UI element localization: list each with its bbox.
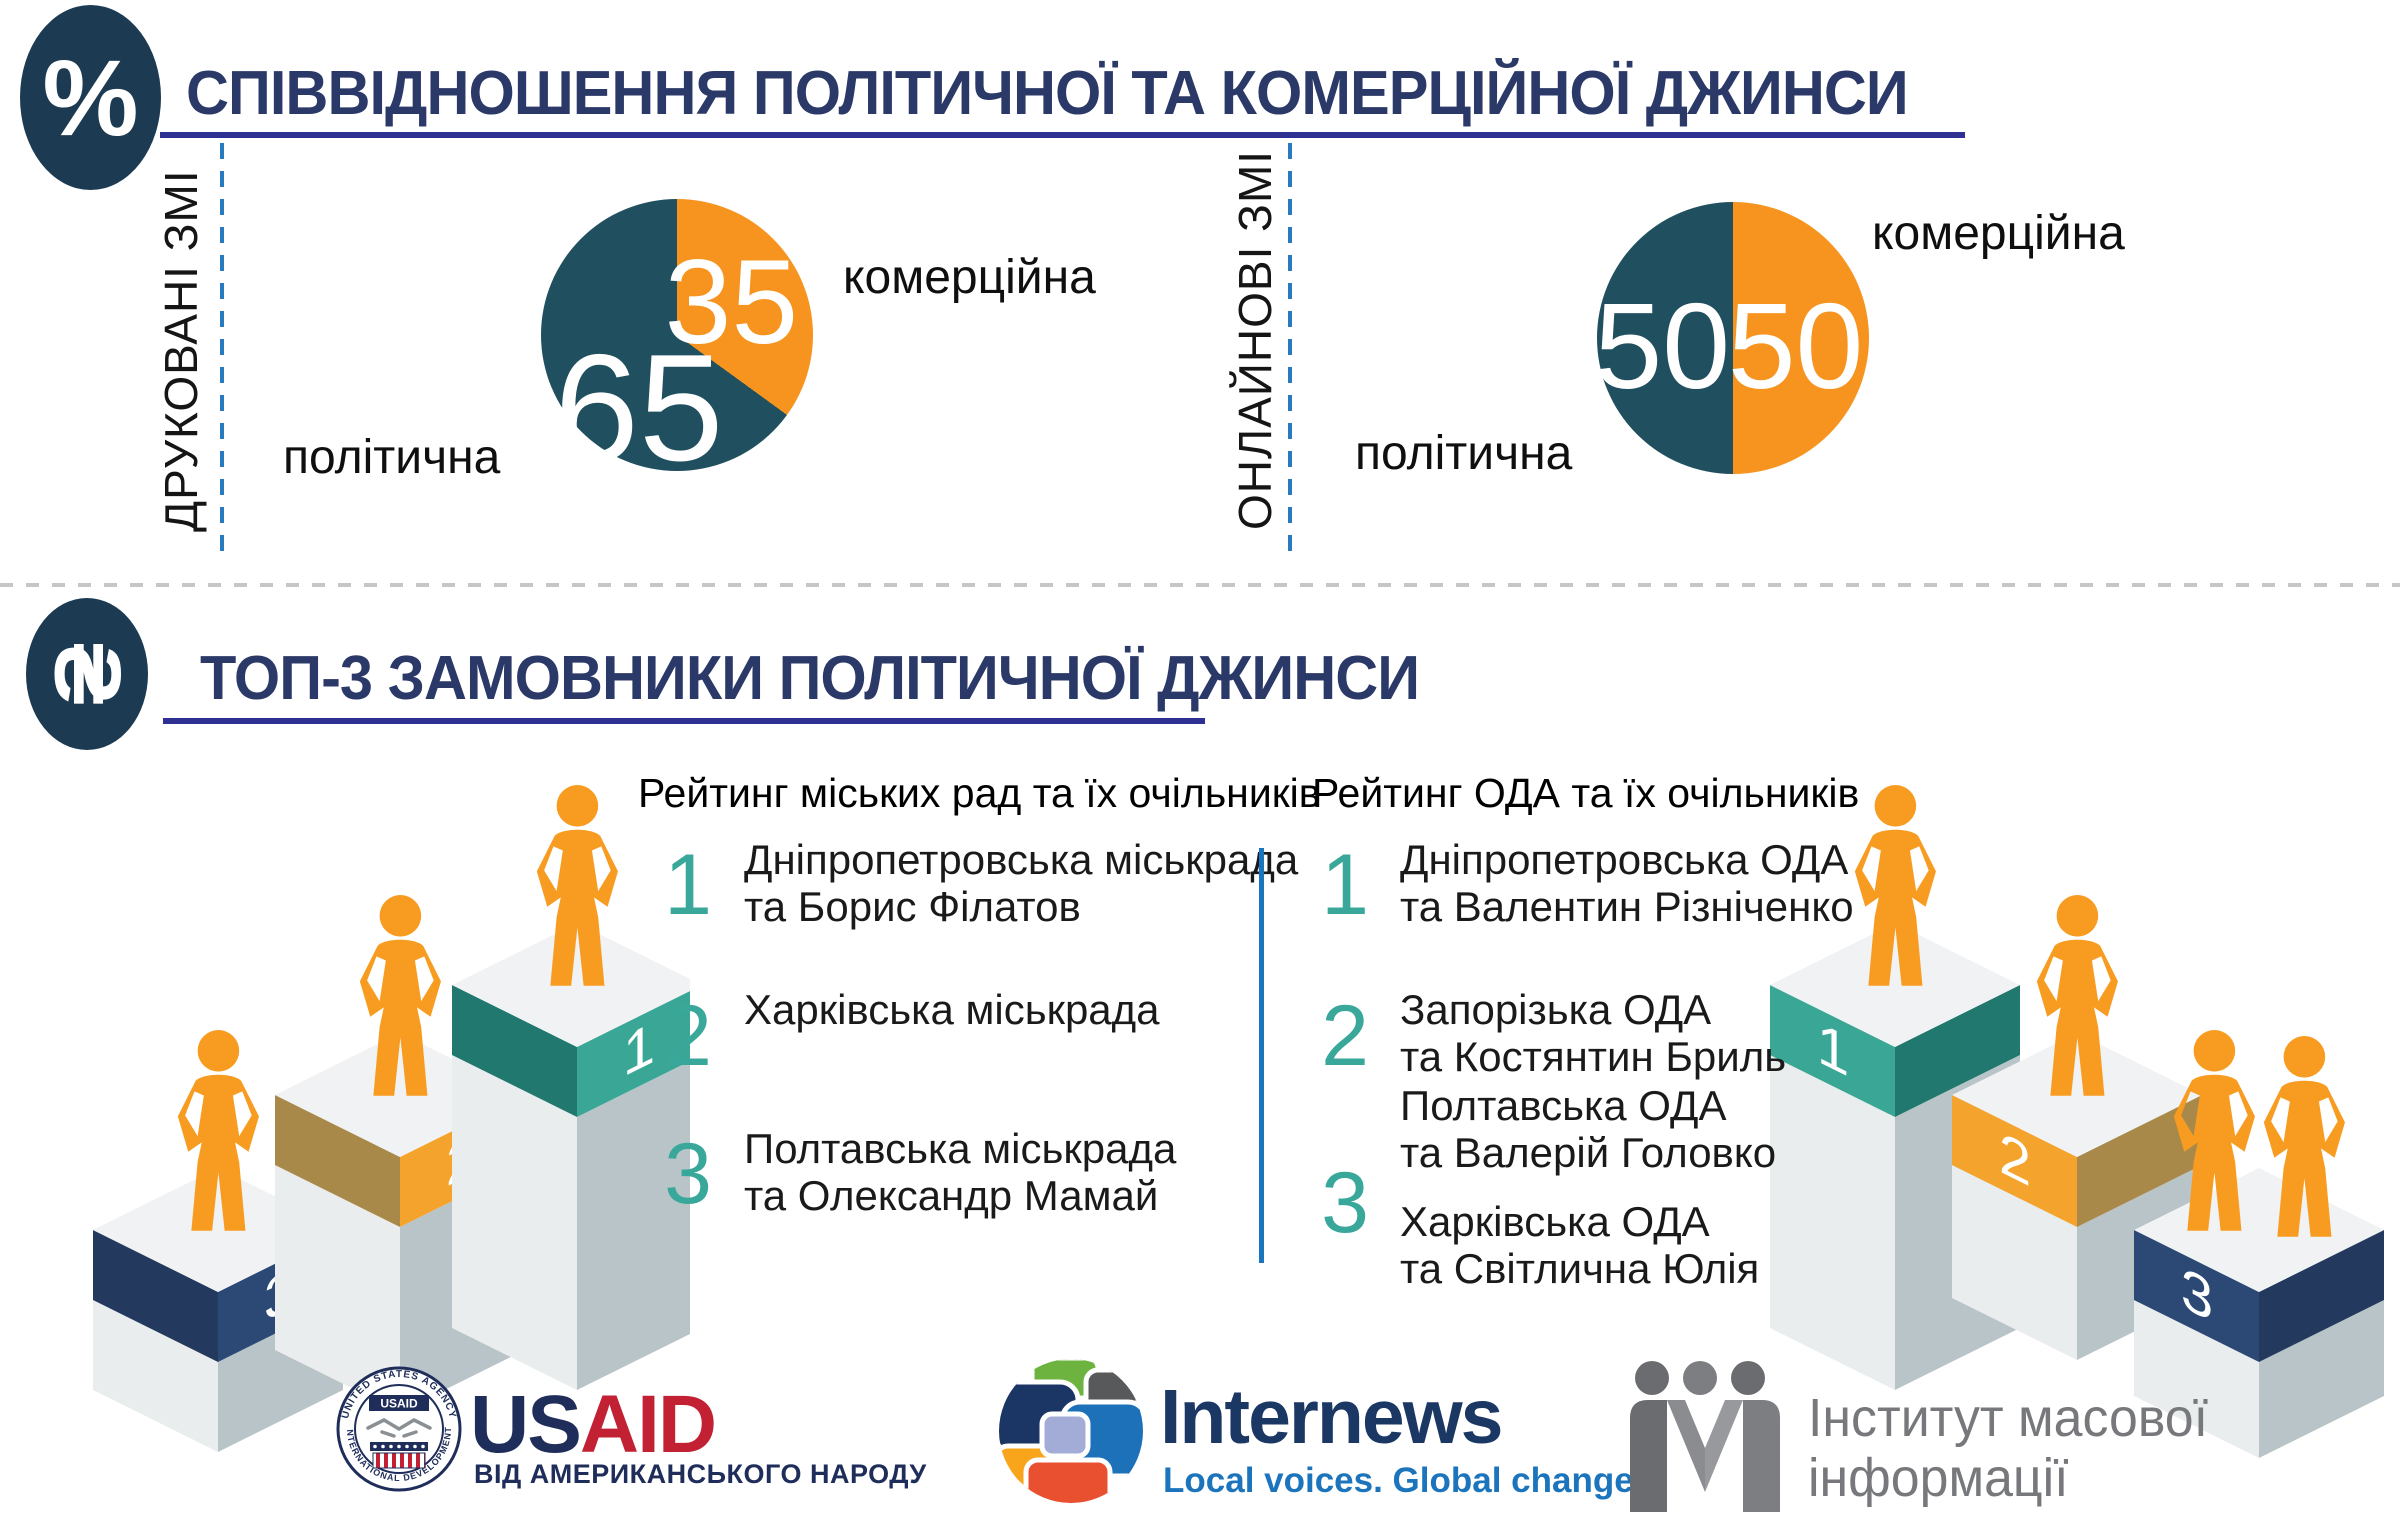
oda-podium-rank-2: 2 <box>1999 1119 2031 1200</box>
city-item-3: Полтавська міськрада та Олександр Мамай <box>744 1125 1176 1219</box>
imi-monogram-logo <box>1630 1361 1780 1512</box>
seal-stars <box>373 1444 425 1449</box>
section1-title: СПІВВІДНОШЕННЯ ПОЛІТИЧНОЇ ТА КОМЕРЦІЙНОЇ… <box>186 59 1909 128</box>
print-political-label: політична <box>283 431 501 484</box>
oda-item-3b-line2: та Світлична Юлія <box>1400 1245 1760 1293</box>
online-political-value: 50 <box>1594 278 1731 415</box>
online-commercial-label: комерційна <box>1872 207 2125 260</box>
oda-podium-rank-1: 1 <box>1817 1009 1849 1090</box>
online-pie-chart: 50 50 <box>1594 202 1869 474</box>
usaid-aid: AID <box>579 1379 717 1470</box>
oda-pillar-2: 2 <box>1952 895 2202 1360</box>
oda-list-heading: Рейтинг ОДА та їх очільників <box>1312 770 1860 816</box>
print-media-label: ДРУКОВАНІ ЗМІ <box>155 169 207 532</box>
city-podium-graphic: 3 2 1 <box>93 785 690 1452</box>
online-commercial-value: 50 <box>1727 278 1864 415</box>
oda-podium-rank-3: 3 <box>2181 1254 2213 1335</box>
online-political-label: політична <box>1355 427 1573 480</box>
oda-rank-3: 3 <box>1321 1155 1369 1251</box>
oda-item-1-line2: та Валентин Різніченко <box>1400 883 1854 931</box>
imi-bar-right <box>1743 1400 1780 1512</box>
online-dashed-line <box>1288 143 1292 558</box>
city-list-heading: Рейтинг міських рад та їх очільників <box>638 770 1321 816</box>
seal-stripes-shield <box>372 1452 426 1469</box>
imi-v-notch <box>1685 1400 1725 1448</box>
oda-item-3a-line2: та Валерій Головко <box>1400 1129 1777 1177</box>
section-divider <box>0 583 2400 587</box>
section2-underline <box>163 718 1205 724</box>
usaid-tagline: ВІД АМЕРИКАНСЬКОГО НАРОДУ <box>474 1459 927 1489</box>
hryvnia-icon: ₴ <box>26 598 148 750</box>
oda-rank-1: 1 <box>1321 837 1369 933</box>
oda-item-3b: Харківська ОДА та Світлична Юлія <box>1400 1198 1759 1292</box>
city-item-3-line2: та Олександр Мамай <box>744 1172 1159 1220</box>
oda-item-3a-line1: Полтавська ОДА <box>1400 1082 1727 1129</box>
handshake-icon <box>366 1418 432 1438</box>
imi-name-line1: Інститут масової <box>1808 1388 2209 1448</box>
oda-item-3b-line1: Харківська ОДА <box>1400 1198 1710 1245</box>
section2-title: ТОП-3 ЗАМОВНИКИ ПОЛІТИЧНОЇ ДЖИНСИ <box>200 644 1420 713</box>
seal-banner <box>369 1395 429 1411</box>
city-pillar-1: 1 <box>452 785 690 1390</box>
tile-periwinkle <box>1039 1411 1091 1459</box>
city-rank-3: 3 <box>664 1126 712 1222</box>
oda-item-2: Запорізька ОДА та Костянтин Бриль <box>1400 986 1786 1080</box>
imi-dot-2 <box>1683 1361 1717 1395</box>
internews-tagline: Local voices. Global change. <box>1163 1461 1644 1500</box>
imi-dot-3 <box>1731 1361 1765 1395</box>
city-item-2: Харківська міськрада <box>744 986 1160 1033</box>
hryvnia-glyph: ₴ <box>34 642 140 706</box>
percent-icon: % <box>20 5 161 190</box>
internews-wordmark: Internews <box>1160 1374 1503 1460</box>
seal-banner-text: USAID <box>380 1397 418 1411</box>
usaid-us: US <box>470 1379 582 1470</box>
tile-redorange <box>1023 1457 1113 1503</box>
city-item-1: Дніпропетровська міськрада та Борис Філа… <box>744 836 1298 930</box>
oda-rank-2: 2 <box>1321 988 1369 1084</box>
imi-bar-left <box>1630 1400 1667 1512</box>
city-podium-rank-1: 1 <box>623 1009 655 1090</box>
city-item-1-line1: Дніпропетровська міськрада <box>744 836 1299 883</box>
city-item-2-line1: Харківська міськрада <box>744 986 1160 1033</box>
oda-item-2-line1: Запорізька ОДА <box>1400 986 1712 1033</box>
city-rank-2: 2 <box>664 988 712 1084</box>
city-item-1-line2: та Борис Філатов <box>744 883 1081 931</box>
internews-globe-logo <box>999 1359 1143 1503</box>
section1-underline <box>160 132 1965 138</box>
print-commercial-label: комерційна <box>843 251 1096 304</box>
usaid-seal-logo: UNITED STATES AGENCY INTERNATIONAL DEVEL… <box>336 1366 462 1492</box>
imi-dot-1 <box>1635 1361 1669 1395</box>
usaid-wordmark: USAID <box>470 1378 717 1472</box>
imi-name-line2: інформації <box>1808 1448 2069 1509</box>
percent-glyph: % <box>42 37 139 158</box>
oda-item-1: Дніпропетровська ОДА та Валентин Різніче… <box>1400 836 1854 930</box>
oda-item-3a: Полтавська ОДА та Валерій Головко <box>1400 1082 1776 1176</box>
city-item-3-line1: Полтавська міськрада <box>744 1125 1177 1172</box>
print-commercial-value: 35 <box>664 235 799 370</box>
city-rank-1: 1 <box>664 837 712 933</box>
imi-name: Інститут масової інформації <box>1808 1388 2208 1509</box>
oda-pillar-3: 3 <box>2134 1030 2384 1458</box>
oda-item-2-line2: та Костянтин Бриль <box>1400 1033 1787 1081</box>
print-pie-chart: 35 65 <box>541 199 813 484</box>
print-political-value: 65 <box>554 323 724 494</box>
online-media-label: ОНЛАЙНОВІ ЗМІ <box>1229 149 1281 530</box>
oda-item-1-line1: Дніпропетровська ОДА <box>1400 836 1849 883</box>
print-dashed-line <box>220 143 224 561</box>
lists-separator-line <box>1259 848 1264 1263</box>
oda-podium-graphic: 1 2 3 <box>1770 785 2384 1458</box>
